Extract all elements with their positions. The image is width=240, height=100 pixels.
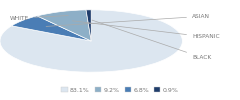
Wedge shape (0, 10, 182, 72)
Legend: 83.1%, 9.2%, 6.8%, 0.9%: 83.1%, 9.2%, 6.8%, 0.9% (59, 85, 181, 95)
Text: HISPANIC: HISPANIC (72, 21, 220, 39)
Text: WHITE: WHITE (10, 16, 68, 20)
Text: ASIAN: ASIAN (46, 14, 210, 26)
Wedge shape (12, 16, 91, 41)
Wedge shape (37, 10, 91, 41)
Text: BLACK: BLACK (92, 20, 211, 60)
Wedge shape (86, 10, 91, 41)
